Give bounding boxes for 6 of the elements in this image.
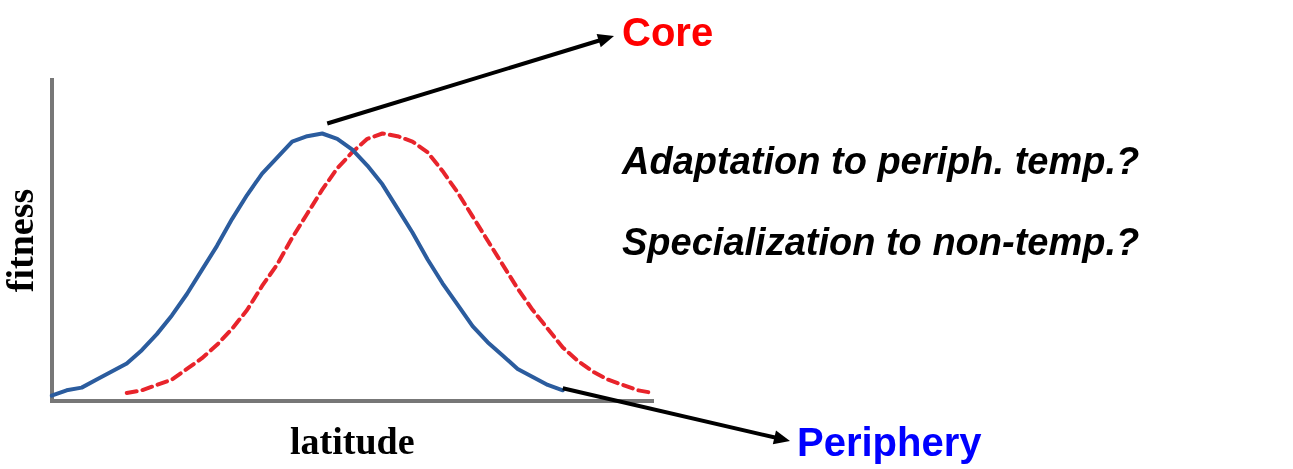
- y-axis-title: fitness: [0, 188, 41, 293]
- annotation: Specialization to non-temp.?: [622, 221, 1140, 263]
- text: Periphery: [797, 420, 983, 464]
- x-axis-title: latitude: [290, 420, 415, 463]
- text: Core: [622, 10, 714, 54]
- annotation: Adaptation to periph. temp.?: [621, 140, 1140, 182]
